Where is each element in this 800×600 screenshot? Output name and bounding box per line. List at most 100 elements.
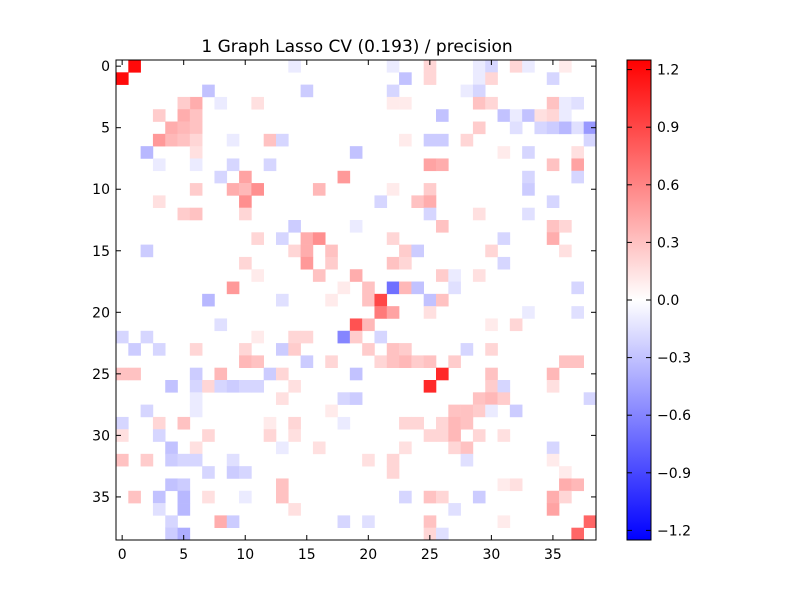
heatmap-cell (399, 256, 412, 270)
heatmap-cell (509, 109, 523, 122)
heatmap-cell (386, 355, 400, 368)
heatmap-cell (448, 404, 461, 418)
heatmap-cell (522, 60, 535, 73)
heatmap-cell (423, 158, 437, 172)
colorbar-tick-label: 0.6 (657, 178, 679, 194)
heatmap-cell (423, 60, 437, 73)
heatmap-cell (288, 244, 301, 258)
heatmap-cell (362, 318, 375, 332)
heatmap-cell (337, 281, 351, 295)
heatmap-cell (559, 60, 572, 73)
heatmap-cell (534, 121, 548, 135)
heatmap-cell (251, 269, 264, 282)
heatmap-cell (165, 478, 178, 492)
heatmap-cell (436, 490, 449, 504)
colorbar-tick-label: −1.2 (657, 523, 691, 539)
y-tick-label: 25 (92, 367, 110, 383)
heatmap-cell (226, 466, 240, 479)
heatmap-cell (423, 515, 437, 528)
heatmap-cell (165, 515, 178, 528)
heatmap-cell (276, 478, 289, 492)
heatmap-cell (300, 355, 314, 368)
heatmap-cell (436, 220, 449, 233)
heatmap-cell (251, 355, 264, 368)
heatmap-cell (448, 416, 461, 430)
heatmap-cell (152, 503, 166, 516)
heatmap-cell (251, 96, 264, 110)
heatmap-cell (571, 527, 584, 541)
heatmap-cell (546, 195, 560, 208)
heatmap-cell (239, 380, 252, 393)
heatmap-cell (300, 84, 314, 98)
heatmap-cell (497, 478, 511, 492)
heatmap-cell (165, 527, 178, 541)
heatmap-cell (140, 244, 154, 258)
heatmap-cell (485, 404, 498, 418)
heatmap-cell (349, 146, 363, 159)
heatmap-cell (522, 146, 535, 159)
heatmap-cell (202, 429, 215, 442)
x-tick-label: 0 (118, 547, 127, 563)
heatmap-cell (497, 256, 511, 270)
heatmap-cell (239, 466, 252, 479)
heatmap-cell (436, 429, 449, 442)
heatmap-cell (312, 269, 326, 282)
heatmap-cell (411, 281, 424, 295)
heatmap-cell (288, 380, 301, 393)
heatmap-cell (288, 429, 301, 442)
heatmap-cell (263, 133, 277, 147)
heatmap-cell (349, 330, 363, 344)
heatmap-cell (546, 232, 560, 245)
heatmap-cell (497, 232, 511, 245)
heatmap-cell (263, 158, 277, 172)
heatmap-cell (485, 60, 498, 73)
heatmap-cell (522, 306, 535, 319)
heatmap-cell (152, 416, 166, 430)
heatmap-cell (128, 490, 141, 504)
heatmap-cell (300, 244, 314, 258)
heatmap-cell (399, 72, 412, 85)
heatmap-cell (189, 96, 203, 110)
heatmap-cell (522, 109, 535, 122)
heatmap-cell (349, 318, 363, 332)
heatmap-cell (226, 281, 240, 295)
heatmap-cell (497, 380, 511, 393)
heatmap-cell (239, 207, 252, 221)
heatmap-cell (559, 244, 572, 258)
heatmap-cell (522, 183, 535, 196)
heatmap-cell (485, 318, 498, 332)
heatmap-cell (448, 355, 461, 368)
heatmap-cell (202, 466, 215, 479)
heatmap-cell (263, 367, 277, 381)
heatmap-cell (411, 416, 424, 430)
heatmap-cell (423, 355, 437, 368)
heatmap-cell (374, 355, 388, 368)
heatmap-cell (559, 96, 572, 110)
y-tick-label: 20 (92, 305, 110, 321)
colorbar-tick-label: 0.9 (657, 120, 679, 136)
heatmap-cell (325, 404, 338, 418)
heatmap-cell (571, 96, 584, 110)
heatmap-cell (288, 60, 301, 73)
heatmap-cell (546, 380, 560, 393)
heatmap-cell (251, 183, 264, 196)
heatmap-cell (312, 232, 326, 245)
heatmap-cell (116, 72, 129, 85)
heatmap-cell (436, 416, 449, 430)
heatmap-cell (423, 490, 437, 504)
heatmap-cell (325, 256, 338, 270)
colorbar-tick-label: 1.2 (657, 63, 679, 79)
colorbar-axis: 1.2 0.9 0.6 0.3 0.0 −0.3 −0.6 −0.9 −1.2 (627, 63, 691, 539)
heatmap-cell (559, 466, 572, 479)
heatmap-cell (202, 380, 215, 393)
heatmap-cell (152, 429, 166, 442)
heatmap-cell (374, 306, 388, 319)
heatmap-cell (165, 380, 178, 393)
heatmap-cell (116, 416, 129, 430)
heatmap-cell (411, 195, 424, 208)
heatmap-cell (152, 133, 166, 147)
colorbar-tick-label: −0.6 (657, 408, 691, 424)
heatmap-cell (583, 133, 597, 147)
heatmap-cell (239, 256, 252, 270)
chart-title: 1 Graph Lasso CV (0.193) / precision (201, 37, 512, 57)
